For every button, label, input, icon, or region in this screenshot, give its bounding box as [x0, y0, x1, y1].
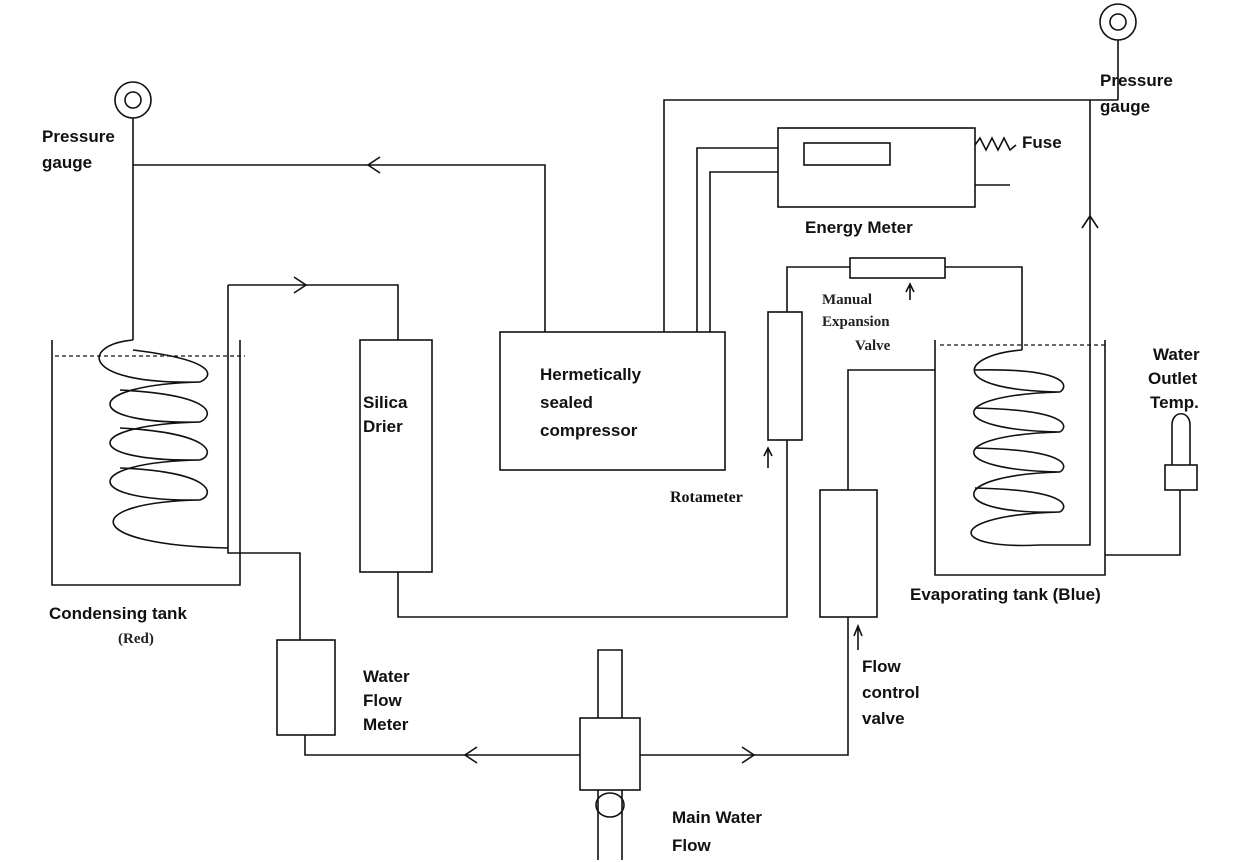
label: Water — [1153, 345, 1200, 364]
label: Outlet — [1148, 369, 1197, 388]
label: (Red) — [118, 631, 154, 647]
label: Main Water — [672, 808, 762, 827]
label: control — [862, 683, 920, 702]
label: Manual — [822, 292, 872, 308]
label: Drier — [363, 417, 403, 436]
label: Flow — [672, 836, 711, 855]
label: Rotameter — [670, 489, 743, 506]
label: Evaporating tank (Blue) — [910, 585, 1101, 604]
label: Temp. — [1150, 393, 1199, 412]
label: Pressure — [42, 127, 115, 146]
label: Energy Meter — [805, 218, 913, 237]
label: sealed — [540, 393, 593, 412]
label: compressor — [540, 421, 638, 440]
label: Flow — [862, 657, 901, 676]
label: Hermetically — [540, 365, 642, 384]
label: gauge — [42, 153, 92, 172]
label: Expansion — [822, 314, 890, 330]
label: Fuse — [1022, 133, 1062, 152]
label: valve — [862, 709, 905, 728]
label: gauge — [1100, 97, 1150, 116]
label: Condensing tank — [49, 604, 187, 623]
label: Silica — [363, 393, 408, 412]
piping — [51, 3, 1198, 860]
labels: Pressure gauge Pressure gauge Fuse Energ… — [42, 71, 1200, 855]
label: Meter — [363, 715, 409, 734]
label: Water — [363, 667, 410, 686]
label: Valve — [855, 338, 891, 354]
label: Pressure — [1100, 71, 1173, 90]
label: Flow — [363, 691, 402, 710]
